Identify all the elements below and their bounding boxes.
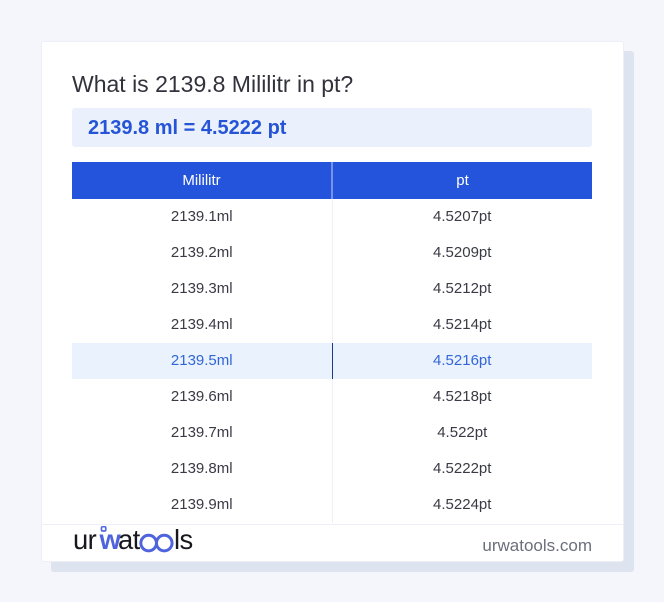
svg-text:ls: ls bbox=[174, 526, 193, 555]
svg-text:ur: ur bbox=[73, 526, 97, 555]
svg-text:at: at bbox=[118, 526, 141, 555]
